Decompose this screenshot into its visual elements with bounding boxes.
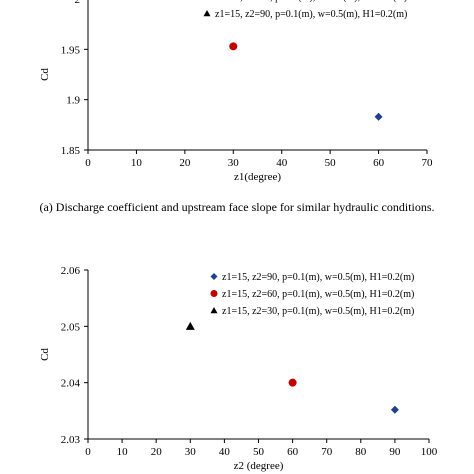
chartNaN-data-point: [390, 405, 399, 414]
chartNaN-data-point: [185, 321, 195, 330]
chartNaN-x-tick-label: 50: [325, 157, 337, 169]
chartNaN-y-tick-label: 2.03: [61, 434, 81, 446]
chartNaN-y-tick-label: 2: [75, 0, 81, 6]
chart-a: 0 10 20 30 40 50 60 70 1.85 1.9 1.95 2 z1(degree) Cd z…: [39, 0, 434, 183]
chartNaN-legend-marker: [210, 307, 218, 314]
chartNaN-x-tick-label: 30: [228, 157, 240, 169]
chartNaN-data-point: [374, 112, 383, 121]
chartNaN-y-axis-label: Cd: [39, 348, 51, 361]
chartNaN-data-point: [229, 42, 238, 51]
chartNaN-y-tick-label: 2.05: [61, 321, 81, 333]
chartNaN-x-tick-label: 10: [131, 157, 143, 169]
chartNaN-x-tick-label: 0: [85, 157, 91, 169]
chartNaN-y-tick-label: 1.9: [66, 95, 80, 107]
chartNaN-y-axis-label: Cd: [39, 68, 51, 81]
chartNaN-x-tick-label: 40: [219, 446, 231, 458]
chartNaN-legend-label: z1=15, z2=90, p=0.1(m), w=0.5(m), H1=0.2…: [215, 9, 407, 20]
chartNaN-x-tick-label: 0: [85, 446, 91, 458]
chartNaN-x-tick-label: 60: [287, 446, 299, 458]
chartNaN-x-tick-label: 70: [422, 157, 434, 169]
chartNaN-x-tick-label: 10: [117, 446, 129, 458]
chart-a-caption: (a) Discharge coefficient and upstream f…: [39, 200, 435, 214]
chartNaN-x-tick-label: 60: [373, 157, 385, 169]
chartNaN-y-tick-label: 1.85: [61, 145, 81, 157]
chartNaN-y-tick-label: 2.04: [61, 378, 81, 390]
chartNaN-x-tick-label: 20: [179, 157, 191, 169]
chartNaN-x-tick-label: 90: [389, 446, 401, 458]
chartNaN-legend-marker: [210, 273, 218, 280]
chartNaN-x-tick-label: 100: [421, 446, 438, 458]
chartNaN-x-tick-label: 70: [321, 446, 333, 458]
chartNaN-y-tick-label: 1.95: [61, 44, 81, 56]
chartNaN-x-tick-label: 30: [185, 446, 197, 458]
chartNaN-x-tick-label: 80: [355, 446, 367, 458]
chartNaN-y-tick-label: 2.06: [61, 265, 81, 277]
chartNaN-x-tick-label: 40: [276, 157, 288, 169]
chartNaN-legend-label: z1=30, z2=90, p=0.1(m), w=0.5(m), H1=0.2…: [215, 0, 407, 3]
chartNaN-legend-label: z1=15, z2=60, p=0.1(m), w=0.5(m), H1=0.2…: [222, 289, 414, 300]
chartNaN-legend-marker: [203, 10, 211, 17]
chartNaN-legend-label: z1=15, z2=90, p=0.1(m), w=0.5(m), H1=0.2…: [222, 272, 414, 283]
chartNaN-data-point: [288, 378, 297, 387]
chartNaN-x-tick-label: 50: [253, 446, 265, 458]
chartNaN-x-tick-label: 20: [151, 446, 163, 458]
chartNaN-x-axis-label: z1(degree): [234, 171, 281, 183]
chartNaN-x-axis-label: z2 (degree): [234, 460, 284, 472]
chartNaN-legend-label: z1=15, z2=30, p=0.1(m), w=0.5(m), H1=0.2…: [222, 306, 414, 317]
chartNaN-legend-marker: [210, 290, 218, 297]
